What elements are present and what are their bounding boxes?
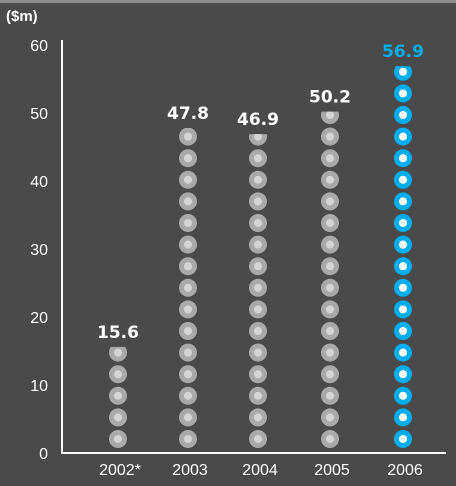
bar-bead-center: [325, 348, 335, 357]
bar-bead-center: [325, 218, 335, 228]
bar-bead-center: [253, 240, 263, 249]
bar-bead-center: [398, 197, 408, 206]
bar-bead-center: [183, 413, 193, 422]
bar-bead-center: [398, 110, 408, 120]
bar-bead-center: [398, 326, 408, 336]
bar-bead-center: [183, 348, 193, 357]
bar-bead-center: [253, 326, 263, 336]
bar-bead-center: [325, 283, 335, 292]
bar-bead-center: [398, 89, 408, 98]
bar-2004: [249, 134, 267, 448]
data-label-2006: 56.9: [382, 42, 424, 62]
bar-bead-center: [183, 326, 193, 336]
bar-bead-center: [183, 391, 193, 400]
bar-bead-center: [398, 348, 408, 357]
bar-bead-center: [398, 175, 408, 184]
y-tick-label: 10: [30, 378, 48, 395]
bar-bead-center: [253, 134, 263, 141]
bar-bead-center: [183, 197, 193, 206]
bar-bead-center: [183, 283, 193, 292]
bar-2002*: [109, 346, 127, 448]
bar-bead-center: [325, 370, 335, 379]
y-tick-label: 30: [30, 242, 48, 259]
bar-bead-center: [253, 370, 263, 379]
bar-bead-center: [398, 370, 408, 379]
bar-bead-center: [183, 175, 193, 184]
data-label-2005: 50.2: [309, 88, 351, 108]
x-tick-label-2002*: 2002*: [99, 462, 141, 479]
data-label-2004: 46.9: [237, 110, 279, 130]
bar-2005: [321, 111, 339, 448]
bar-bead-center: [398, 240, 408, 249]
bar-bead-center: [325, 391, 335, 400]
x-tick-label-2003: 2003: [172, 462, 208, 479]
bar-bead-center: [325, 132, 335, 141]
bar-2006: [394, 66, 412, 448]
data-label-2003: 47.8: [167, 104, 209, 124]
bar-bead-center: [183, 240, 193, 249]
bar-bead-center: [113, 413, 123, 422]
x-tick-label-2006: 2006: [387, 462, 423, 479]
bar-bead-center: [398, 132, 408, 141]
bar-bead-center: [398, 283, 408, 292]
bar-bead-center: [325, 175, 335, 184]
y-tick-label: 60: [30, 38, 48, 55]
bar-bead-center: [113, 434, 123, 444]
bar-bead-center: [183, 218, 193, 228]
bar-2003: [179, 127, 197, 448]
bar-bead-center: [253, 305, 263, 314]
bar-bead-center: [398, 218, 408, 228]
bar-bead-center: [325, 240, 335, 249]
bar-bead-center: [325, 434, 335, 444]
bar-bead-center: [253, 175, 263, 184]
bar-bead-center: [113, 370, 123, 379]
bar-bead-center: [113, 391, 123, 400]
y-tick-label: 50: [30, 106, 48, 123]
y-tick-label: 20: [30, 310, 48, 327]
bar-bead-center: [253, 262, 263, 271]
bar-bead-center: [398, 154, 408, 163]
bar-bead-center: [398, 262, 408, 271]
bar-bead-center: [398, 434, 408, 444]
bar-bead-center: [253, 348, 263, 357]
data-label-2002*: 15.6: [97, 323, 139, 343]
bar-bead-center: [398, 413, 408, 422]
bar-bead-center: [398, 67, 408, 76]
bar-bead-center: [183, 132, 193, 141]
y-axis-unit-label: ($m): [6, 8, 38, 25]
bar-bead-center: [398, 391, 408, 400]
bar-bead-center: [183, 154, 193, 163]
bar-bead-center: [113, 348, 123, 357]
bar-bead-center: [325, 111, 335, 120]
bar-bead-center: [325, 413, 335, 422]
bar-bead-center: [253, 391, 263, 400]
x-tick-label-2004: 2004: [242, 462, 278, 479]
bar-bead-center: [183, 305, 193, 314]
bar-bead-center: [253, 197, 263, 206]
bar-bead-center: [253, 413, 263, 422]
top-border: [0, 0, 456, 3]
bar-bead-center: [253, 154, 263, 163]
bar-bead-center: [183, 370, 193, 379]
bar-bead-center: [325, 197, 335, 206]
bar-bead-center: [325, 154, 335, 163]
bar-bead-center: [183, 434, 193, 444]
y-tick-label: 0: [39, 446, 48, 463]
bar-bead-center: [253, 218, 263, 228]
bar-bead-center: [325, 305, 335, 314]
bar-bead-center: [325, 326, 335, 336]
bar-bead-center: [183, 262, 193, 271]
bar-bead-center: [325, 262, 335, 271]
bar-bead-center: [253, 434, 263, 444]
y-tick-label: 40: [30, 174, 48, 191]
bar-bead-center: [253, 283, 263, 292]
x-tick-label-2005: 2005: [314, 462, 350, 479]
bar-bead-center: [398, 305, 408, 314]
